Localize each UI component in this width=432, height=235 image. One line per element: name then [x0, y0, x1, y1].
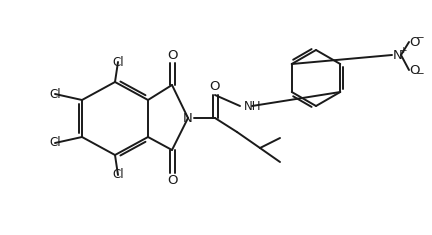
Text: O: O	[410, 35, 420, 48]
Text: +: +	[399, 46, 407, 55]
Text: Cl: Cl	[112, 55, 124, 68]
Text: −: −	[416, 33, 424, 43]
Text: NH: NH	[244, 99, 261, 113]
Text: Cl: Cl	[112, 168, 124, 181]
Text: Cl: Cl	[49, 137, 61, 149]
Text: N: N	[393, 48, 403, 62]
Text: N: N	[183, 111, 193, 125]
Text: −: −	[416, 69, 424, 79]
Text: O: O	[210, 81, 220, 94]
Text: Cl: Cl	[49, 87, 61, 101]
Text: O: O	[167, 175, 177, 188]
Text: O: O	[410, 63, 420, 77]
Text: O: O	[167, 48, 177, 62]
